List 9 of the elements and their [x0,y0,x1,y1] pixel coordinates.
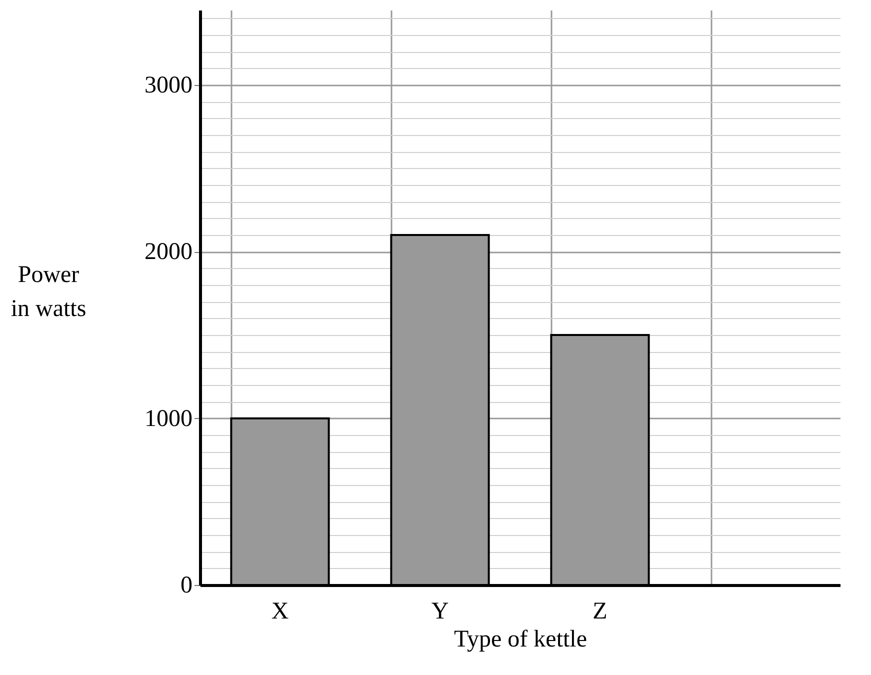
x-tick-label: Z [592,598,608,624]
y-axis-title: Power in watts [10,262,86,322]
y-tick-label: 2000 [144,239,192,266]
x-tick-label: Y [431,598,449,624]
x-tick-label: X [271,598,289,624]
y-tick-label: 3000 [144,72,192,98]
y-tick-label: 0 [180,572,192,598]
y-tick-label: 1000 [144,406,192,432]
x-axis-title: Type of kettle [454,626,587,652]
